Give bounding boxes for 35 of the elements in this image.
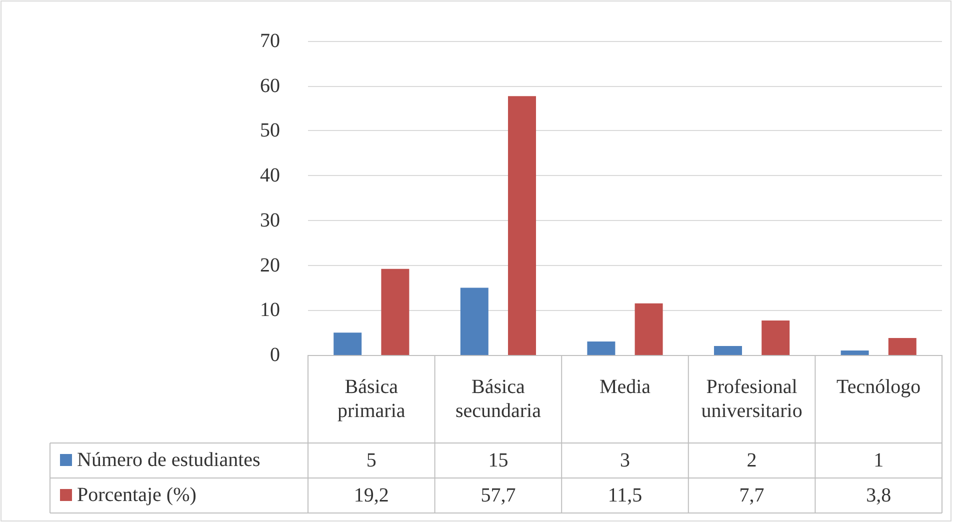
data-label: 15 — [488, 450, 508, 472]
y-tick-label: 70 — [260, 30, 280, 52]
y-tick-label: 50 — [260, 120, 280, 142]
y-tick-label: 30 — [260, 209, 280, 232]
bar — [840, 350, 869, 355]
y-tick-label: 60 — [260, 74, 280, 97]
data-label: 7,7 — [739, 484, 764, 506]
data-label: 5 — [366, 450, 376, 472]
bar — [634, 303, 663, 355]
data-label: 1 — [874, 450, 884, 472]
bar — [460, 288, 488, 355]
legend-label: Número de estudiantes — [77, 449, 260, 471]
y-tick-label: 10 — [260, 299, 280, 322]
bar — [762, 320, 790, 355]
data-label: 3 — [620, 450, 630, 472]
bar — [714, 346, 742, 355]
data-label: 57,7 — [480, 484, 516, 506]
x-tick-label: Básica primaria — [338, 376, 406, 422]
y-tick-label: 20 — [260, 254, 280, 276]
legend-label: Porcentaje (%) — [77, 484, 196, 506]
data-label: 3,8 — [866, 484, 892, 506]
x-tick-label: Tecnólogo — [836, 376, 921, 398]
bar — [888, 338, 916, 355]
data-label: 19,2 — [354, 484, 389, 506]
data-label: 2 — [746, 450, 757, 472]
y-tick-label: 40 — [260, 164, 280, 187]
bar — [508, 96, 536, 355]
x-tick-label: Básica secundaria — [455, 376, 542, 422]
data-label: 11,5 — [608, 484, 642, 506]
bar — [381, 268, 410, 355]
x-tick-label: Media — [599, 376, 651, 398]
bar — [587, 342, 616, 355]
x-tick-label: Profesional universitario — [701, 376, 802, 422]
y-tick-label: 0 — [270, 344, 280, 366]
bar — [334, 332, 362, 355]
